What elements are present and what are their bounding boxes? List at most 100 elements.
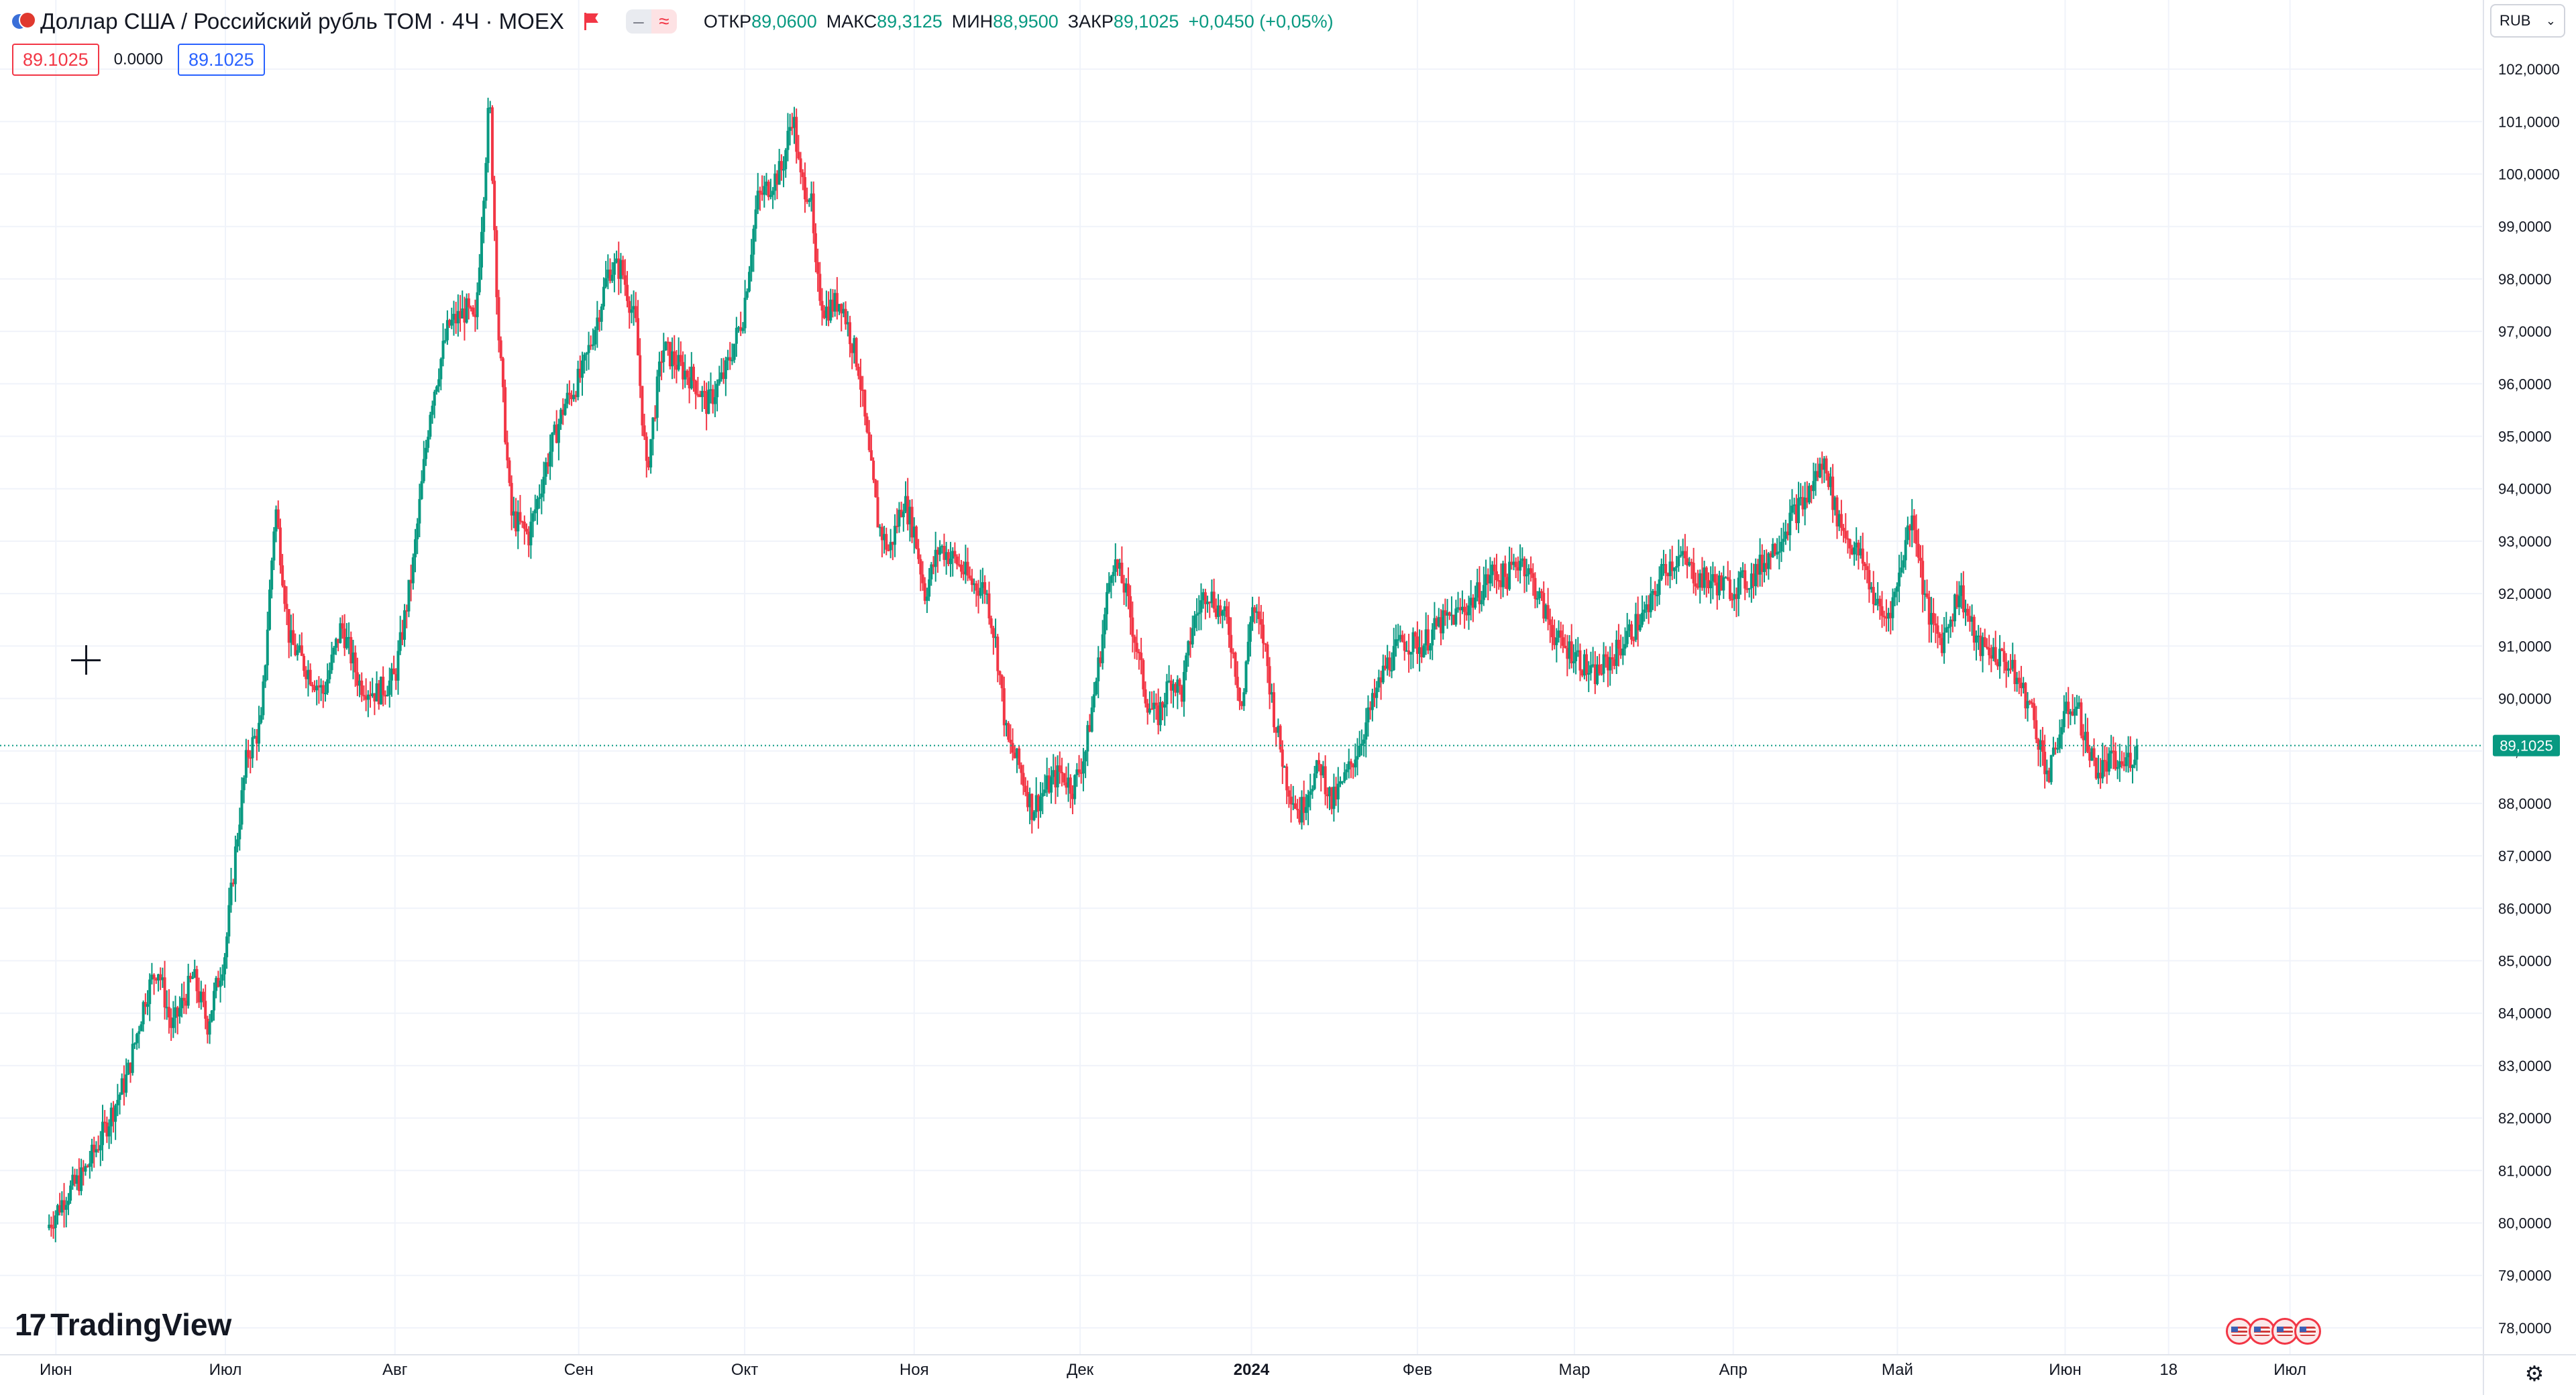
candle [824,306,828,319]
candle [1936,625,1939,634]
candle [964,561,967,575]
candle [831,299,835,312]
candle [2123,764,2126,767]
candle [1864,563,1867,567]
candle [808,200,811,203]
us-flag-event-icon[interactable] [2294,1318,2321,1345]
currency-pair-icon[interactable] [12,10,36,33]
candle [1666,573,1670,577]
sell-button[interactable]: 89.1025 [12,44,99,76]
symbol-title[interactable]: Доллар США / Российский рубль TOM · 4Ч ·… [40,9,564,34]
buy-button[interactable]: 89.1025 [178,44,265,76]
candle [69,1185,72,1201]
approx-icon[interactable]: ≈ [651,9,677,34]
candle [1469,598,1472,606]
candle [294,645,297,655]
candle [1591,664,1595,666]
candle [48,1225,51,1229]
candle [653,417,657,419]
candle [702,390,706,392]
candle [66,1201,70,1205]
candle [673,351,676,366]
y-tick-label: 97,0000 [2498,323,2552,340]
candle [1998,649,2002,667]
candle [1364,722,1368,740]
candle [1450,614,1453,616]
candle [99,1145,102,1151]
candle [253,736,256,738]
candle [1191,628,1194,645]
candle [2020,682,2023,689]
candle [2069,711,2072,714]
candle [2099,773,2102,779]
flag-icon[interactable] [583,13,599,30]
candle [1067,777,1070,788]
candle [1621,649,1625,656]
candle [488,107,492,109]
candle [208,1021,211,1035]
candle [1604,654,1607,657]
tradingview-logo[interactable]: 17 TradingView [15,1306,231,1343]
candle [1670,561,1674,571]
x-tick-label: Май [1882,1361,1913,1379]
candle [769,194,772,197]
candle [2028,701,2031,703]
candle [1131,617,1134,637]
candle [1850,548,1854,555]
candle [461,308,464,319]
candle [1726,577,1729,579]
candle [354,652,357,673]
candle [1377,677,1381,688]
candle [1352,764,1355,768]
candle [1442,610,1445,634]
candle [1152,702,1156,709]
candle [1212,592,1216,609]
candle [767,181,770,197]
economic-events[interactable] [2226,1318,2321,1345]
candle [358,680,362,686]
currency-select[interactable]: RUB ⌄ [2490,4,2565,38]
candle [1970,616,1974,622]
candle [1482,585,1485,600]
candle [1593,664,1597,684]
candle [1572,661,1575,664]
candle [2026,701,2029,709]
candle [941,545,944,548]
candle [2054,747,2057,749]
candle [289,630,292,643]
candle [1343,772,1346,781]
candle [1227,616,1230,635]
candle [1870,587,1873,590]
x-tick-label: Авг [382,1361,408,1379]
candle [225,936,229,958]
candle [1358,745,1361,757]
candle [729,357,732,361]
candle [443,340,447,342]
candle [1972,616,1976,643]
candle [700,390,704,398]
candle [416,523,419,540]
candle [1244,661,1248,693]
candle [643,425,646,437]
candle [1409,652,1413,655]
gear-icon[interactable]: ⚙ [2524,1361,2544,1386]
candle [975,583,978,591]
candle [1765,563,1768,569]
candle [1163,704,1167,708]
minus-icon[interactable]: – [625,9,651,34]
candle [1018,748,1021,765]
candle [707,390,710,414]
candle [1821,463,1824,470]
indicator-pill[interactable]: – ≈ [625,9,677,34]
candle [910,506,914,538]
candle [103,1121,107,1123]
us-flag-event-icon[interactable] [2249,1318,2275,1345]
candle [215,978,218,991]
candle [508,460,511,484]
candle [1786,531,1790,536]
candle [341,623,344,629]
candle [1540,591,1544,593]
candle [1315,760,1318,774]
